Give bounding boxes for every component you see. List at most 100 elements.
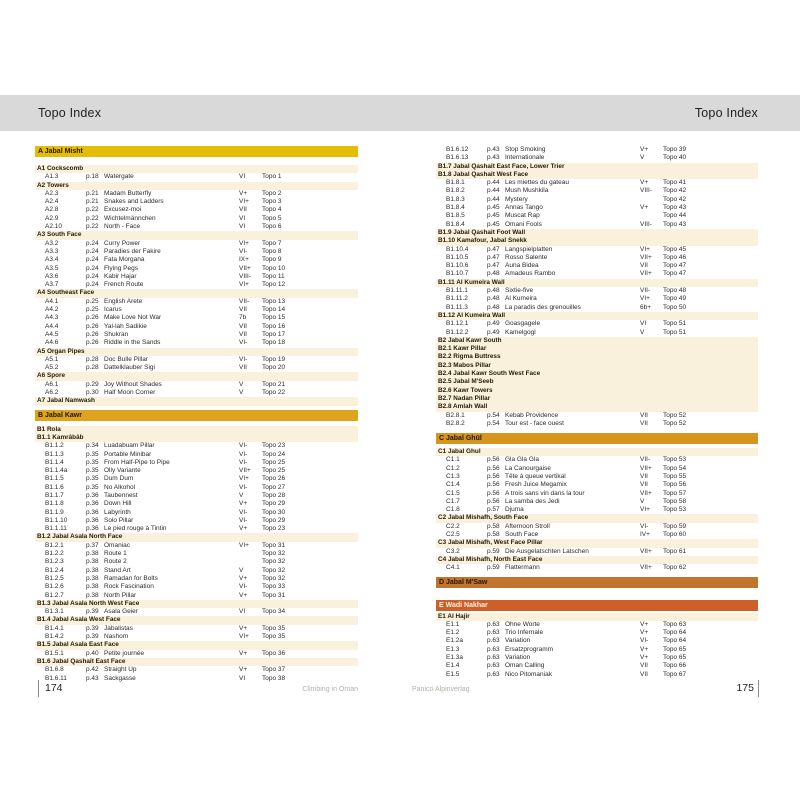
route-topo: Topo 1 xyxy=(262,173,282,181)
route-row: E1.5 p.63 Nico Pitomaniak VII Topo 67 xyxy=(436,671,758,679)
route-row: B1.1.7 p.36 Taubennest V Topo 28 xyxy=(35,492,358,500)
route-grade: VII xyxy=(239,306,247,314)
route-grade: V xyxy=(239,389,244,397)
route-name: Nico Pitomaniak xyxy=(505,670,552,678)
route-id: B1.1.7 xyxy=(45,491,64,499)
route-grade: VIII- xyxy=(640,220,652,228)
route-row: B1.3.1 p.39 Asala Geier VI Topo 34 xyxy=(35,608,358,616)
route-name: South Face xyxy=(505,531,539,539)
route-page: p.24 xyxy=(86,264,99,272)
route-page: p.18 xyxy=(86,173,99,181)
route-name: Nashom xyxy=(104,633,129,641)
route-page: p.59 xyxy=(487,547,500,555)
route-page: p.39 xyxy=(86,624,99,632)
route-row: A2.8 p.22 Excusez-moi VII Topo 4 xyxy=(35,206,358,214)
route-name: Omaniac xyxy=(104,541,131,549)
route-row: E1.2 p.63 Trio Infernale V+ Topo 64 xyxy=(436,629,758,637)
route-name: French Route xyxy=(104,281,144,289)
route-page: p.48 xyxy=(487,287,500,295)
route-id: B1.11.1 xyxy=(446,287,468,295)
route-row: B1.1.8 p.36 Down Hill V+ Topo 29 xyxy=(35,500,358,508)
route-grade: V+ xyxy=(640,204,649,212)
route-topo: Topo 15 xyxy=(262,314,286,322)
route-row: A3.6 p.24 Kabir Hajar VIII- Topo 11 xyxy=(35,273,358,281)
route-topo: Topo 47 xyxy=(663,270,687,278)
route-topo: Topo 42 xyxy=(663,187,687,195)
page-title-right: Topo Index xyxy=(694,106,758,120)
route-name: Fata Morgana xyxy=(104,256,145,264)
topo-index-column-right: B1.6.12 p.43 Stop Smoking V+ Topo 39 B1.6.13 p… xyxy=(436,146,758,679)
route-row: B1.10.7 p.48 Amadeus Rambo VII+ Topo 47 xyxy=(436,270,758,278)
subsection-header: B1.4 Jabal Asala West Face xyxy=(35,616,358,625)
route-row: B1.4.2 p.39 Nashom VI+ Topo 35 xyxy=(35,633,358,641)
route-row: B1.1.2 p.34 Luadabuam Pillar VI- Topo 23 xyxy=(35,442,358,450)
route-id: B1.2.2 xyxy=(45,550,64,558)
route-topo: Topo 28 xyxy=(262,491,286,499)
route-name: Make Love Not War xyxy=(104,314,162,322)
route-topo: Topo 43 xyxy=(663,204,687,212)
route-name: Mystery xyxy=(505,195,528,203)
route-name: Amadeus Rambo xyxy=(505,270,556,278)
route-topo: Topo 59 xyxy=(663,522,687,530)
subsection-header: A3 South Face xyxy=(35,231,358,240)
subsection-header: A1 Cockscomb xyxy=(35,165,358,174)
route-row: B1.1.4a p.35 Olly Variante VII+ Topo 25 xyxy=(35,467,358,475)
subsection-header: B2.3 Mabos Pillar xyxy=(436,361,758,371)
route-id: B1.1.4a xyxy=(45,467,68,475)
route-topo: Topo 29 xyxy=(262,516,286,524)
route-id: B2.8.2 xyxy=(446,419,465,427)
route-grade: VII- xyxy=(640,456,651,464)
route-topo: Topo 25 xyxy=(262,458,286,466)
route-grade: VII xyxy=(640,670,648,678)
subsection-header: B1.1 Kamrâbâb xyxy=(35,433,358,443)
route-grade: VI xyxy=(640,320,647,328)
route-page: p.63 xyxy=(487,645,500,653)
route-topo: Topo 9 xyxy=(262,256,282,264)
route-topo: Topo 62 xyxy=(663,564,687,572)
route-row: B1.12.2 p.49 Kamelgogl V Topo 51 xyxy=(436,329,758,337)
route-topo: Topo 24 xyxy=(262,450,286,458)
route-name: Excusez-moi xyxy=(104,206,142,214)
page-number-right: 175 xyxy=(736,682,754,694)
route-grade: VII+ xyxy=(239,467,251,475)
page-divider-bar-left xyxy=(38,680,40,697)
route-page: p.44 xyxy=(487,187,500,195)
route-grade: V+ xyxy=(239,649,248,657)
route-name: Icarus xyxy=(104,306,122,314)
route-id: B1.2.4 xyxy=(45,566,64,574)
route-topo: Topo 41 xyxy=(663,179,687,187)
route-name: Labyrinth xyxy=(104,508,131,516)
subsection-header: B2.5 Jabal M'Seeb xyxy=(436,378,758,387)
route-topo: Topo 58 xyxy=(663,497,687,505)
route-topo: Topo 22 xyxy=(262,389,286,397)
route-id: C3.2 xyxy=(446,547,460,555)
route-page: p.38 xyxy=(86,583,99,591)
route-row: B1.10.4 p.47 Langspielplatten VI+ Topo 45 xyxy=(436,246,758,254)
subsection-header: B2 Jabal Kawr South xyxy=(436,336,758,346)
route-topo: Topo 32 xyxy=(262,558,286,566)
route-topo: Topo 53 xyxy=(663,456,687,464)
route-topo: Topo 29 xyxy=(262,500,286,508)
route-row: A4.1 p.25 English Arete VII- Topo 13 xyxy=(35,298,358,306)
route-row: B2.8.1 p.54 Kebab Providence VII Topo 52 xyxy=(436,412,758,420)
route-topo: Topo 66 xyxy=(663,662,687,670)
route-name: Dattelklauber Sigi xyxy=(104,364,155,372)
route-grade: VIII- xyxy=(239,272,251,280)
route-id: B1.12.2 xyxy=(446,328,469,336)
route-grade: VII xyxy=(640,662,648,670)
route-grade: VII+ xyxy=(640,253,652,261)
route-id: E1.3a xyxy=(446,654,463,662)
route-topo: Topo 13 xyxy=(262,297,286,305)
route-id: B1.1.9 xyxy=(45,508,64,516)
route-row: B1.6.8 p.42 Straight Up V+ Topo 37 xyxy=(35,666,358,674)
route-grade: 6b+ xyxy=(640,303,652,311)
route-id: A6.1 xyxy=(45,380,59,388)
route-name: Madam Butterfly xyxy=(104,189,152,197)
route-name: Les miettes du gateau xyxy=(505,179,569,187)
route-name: Le pied rouge à Tintin xyxy=(104,525,167,533)
route-id: A4.2 xyxy=(45,306,59,314)
route-page: p.35 xyxy=(86,458,99,466)
route-page: p.35 xyxy=(86,475,99,483)
route-page: p.24 xyxy=(86,256,99,264)
route-id: B1.2.5 xyxy=(45,574,64,582)
